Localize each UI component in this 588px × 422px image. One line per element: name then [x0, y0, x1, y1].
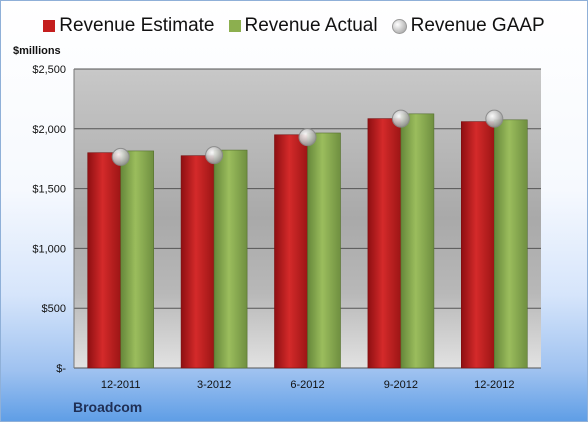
- bar-revenue-actual: [493, 119, 528, 369]
- legend-item-revenue-gaap: Revenue GAAP: [391, 15, 545, 37]
- x-tick-label: 12-2012: [474, 379, 514, 391]
- legend-label-revenue-actual: Revenue Actual: [244, 15, 378, 36]
- y-tick-label: $-: [56, 363, 66, 375]
- chart-legend: Revenue Estimate Revenue Actual Revenue …: [1, 15, 587, 37]
- marker-revenue-gaap: [205, 146, 224, 165]
- bar-revenue-estimate: [274, 134, 308, 369]
- bar-revenue-actual: [307, 132, 341, 369]
- bar-revenue-estimate: [367, 118, 402, 369]
- marker-revenue-gaap: [391, 109, 410, 128]
- x-tick-label: 3-2012: [197, 379, 231, 391]
- legend-item-revenue-actual: Revenue Actual: [228, 15, 378, 37]
- legend-swatch-revenue-gaap: [391, 18, 407, 34]
- marker-revenue-gaap: [298, 128, 317, 147]
- legend-item-revenue-estimate: Revenue Estimate: [43, 15, 215, 37]
- marker-revenue-gaap: [485, 109, 504, 128]
- x-tick-label: 12-2011: [101, 379, 141, 391]
- y-tick-label: $2,500: [32, 64, 66, 76]
- x-tick-label: 9-2012: [384, 379, 418, 391]
- bar-revenue-estimate: [460, 121, 495, 369]
- legend-swatch-revenue-estimate: [43, 20, 56, 32]
- legend-swatch-revenue-actual: [228, 20, 241, 32]
- y-tick-label: $500: [42, 303, 66, 315]
- bar-revenue-estimate: [180, 155, 215, 369]
- marker-revenue-gaap: [111, 147, 130, 166]
- y-tick-label: $2,000: [32, 124, 66, 136]
- x-tick-label: 6-2012: [290, 379, 324, 391]
- y-axis-unit-label: $millions: [13, 45, 61, 57]
- bar-revenue-actual: [213, 149, 248, 369]
- company-label: Broadcom: [73, 399, 143, 415]
- bar-revenue-estimate: [87, 152, 121, 369]
- legend-label-revenue-estimate: Revenue Estimate: [59, 15, 215, 36]
- y-tick-label: $1,500: [32, 184, 66, 196]
- y-tick-label: $1,000: [32, 243, 66, 255]
- bar-revenue-actual: [400, 113, 435, 369]
- legend-label-revenue-gaap: Revenue GAAP: [410, 15, 545, 36]
- bar-revenue-actual: [120, 150, 154, 369]
